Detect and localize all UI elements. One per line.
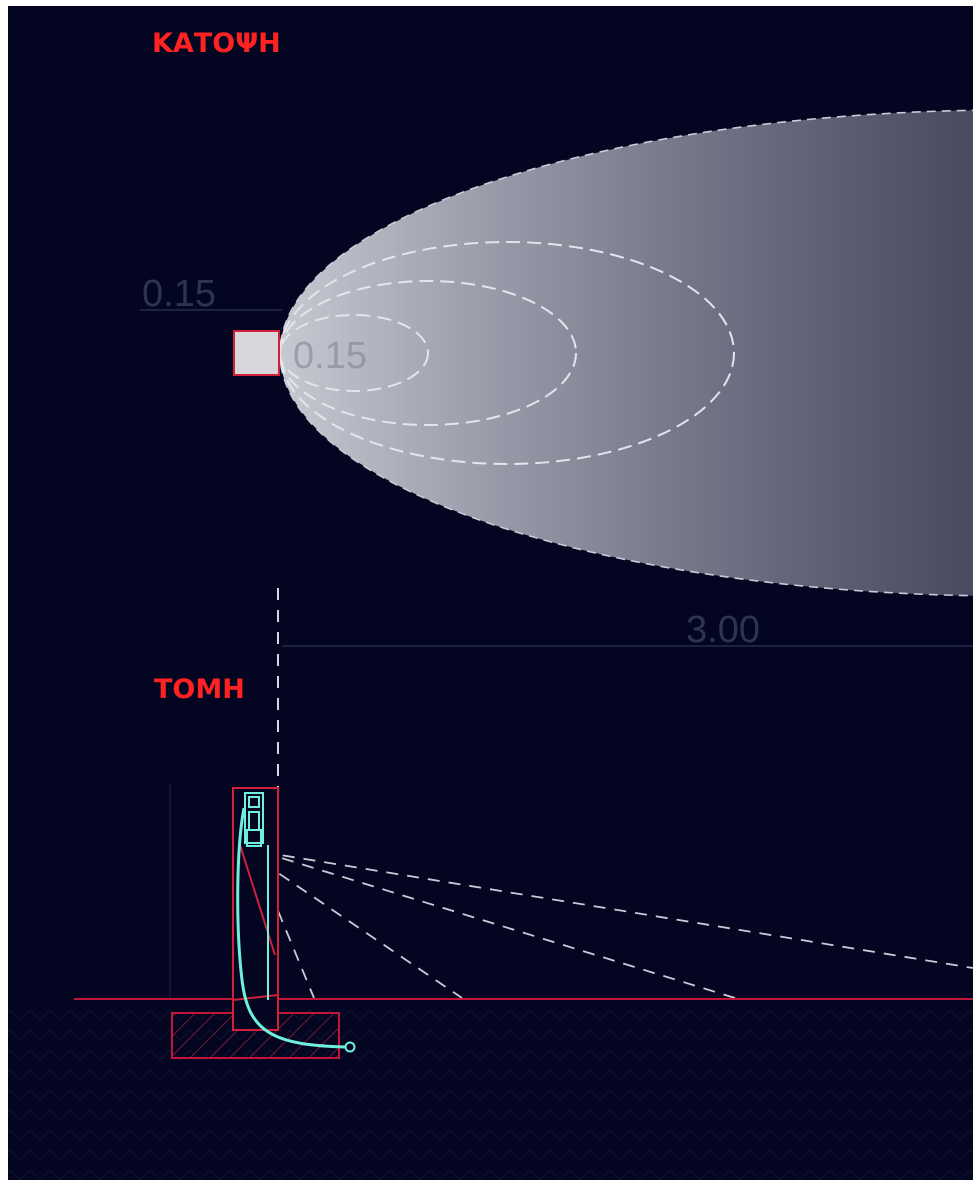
power-cable bbox=[236, 807, 350, 1049]
post-base-line bbox=[232, 994, 279, 1001]
post-inner-line bbox=[239, 844, 276, 956]
fixture-plan bbox=[233, 330, 280, 376]
foundation-block bbox=[171, 1012, 340, 1059]
section-view-label: ΤΟΜΗ bbox=[154, 674, 245, 705]
soil-hatch bbox=[8, 1000, 973, 1180]
dim-text-spread: 3.00 bbox=[686, 609, 760, 651]
cable-end-connector bbox=[344, 1041, 356, 1053]
luminaire-internals bbox=[244, 792, 269, 1000]
dim-text-inner: 0.15 bbox=[293, 335, 367, 377]
plan-view-label: ΚΑΤΟΨΗ bbox=[152, 28, 281, 59]
beam-isoline-2 bbox=[279, 280, 577, 426]
post-body bbox=[232, 787, 279, 1031]
dim-text-upper: 0.15 bbox=[142, 273, 216, 315]
